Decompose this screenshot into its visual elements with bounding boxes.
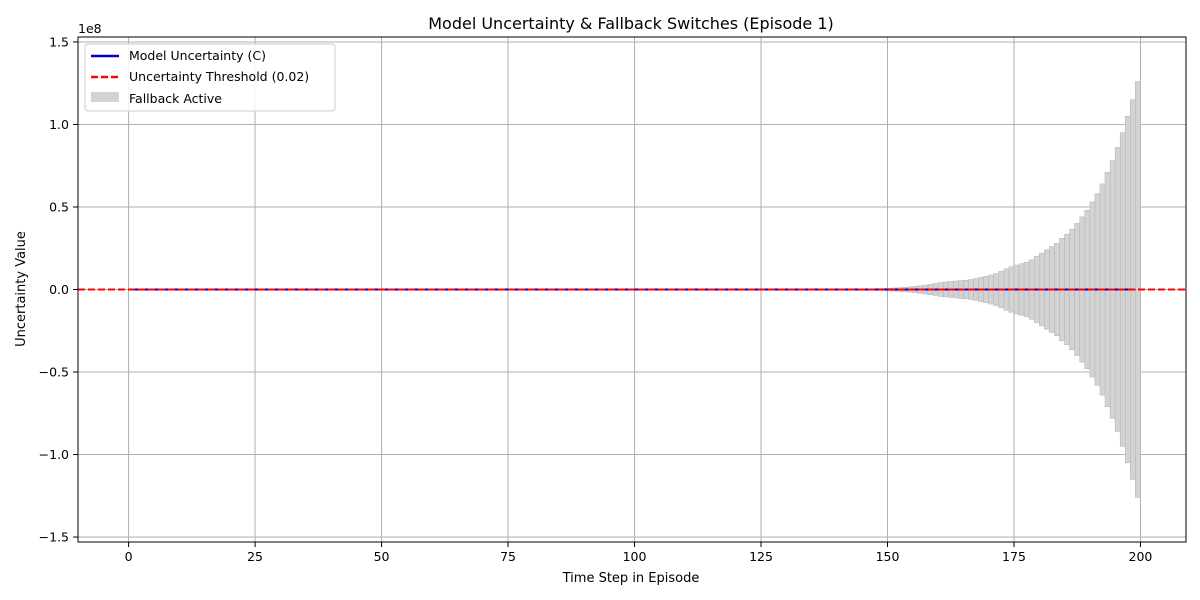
legend-swatch-fallback [91,92,119,102]
chart-title: Model Uncertainty & Fallback Switches (E… [428,14,834,33]
legend-box [84,43,336,112]
y-tick-label: 0.5 [49,199,69,214]
legend: Model Uncertainty (C) Uncertainty Thresh… [84,43,336,112]
y-tick-label: 0.0 [49,282,69,297]
axes [73,36,1187,547]
y-tick-label: 1.5 [49,34,69,49]
plot-frame [77,36,1187,543]
x-tick-label: 200 [1129,549,1153,564]
y-offset-label: 1e8 [78,21,102,36]
legend-label-uncertainty: Model Uncertainty (C) [129,48,266,63]
x-tick-label: 50 [374,549,390,564]
y-tick-label: −0.5 [39,365,69,380]
y-axis-label: Uncertainty Value [14,231,29,347]
x-tick-label: 150 [876,549,900,564]
x-tick-label: 175 [1002,549,1026,564]
y-tick-label: −1.0 [39,447,69,462]
y-tick-label: 1.0 [49,117,69,132]
x-tick-label: 100 [623,549,647,564]
tick-labels: 0 25 50 75 100 125 150 175 200 −1.5 −1.0 −0.5 0.0 0.5… [39,34,1153,564]
legend-label-fallback: Fallback Active [129,91,222,106]
x-tick-label: 25 [247,549,263,564]
x-tick-label: 75 [500,549,516,564]
y-tick-label: −1.5 [39,530,69,545]
x-tick-label: 0 [125,549,133,564]
x-axis-label: Time Step in Episode [562,571,700,586]
legend-label-threshold: Uncertainty Threshold (0.02) [129,69,309,84]
x-tick-label: 125 [749,549,773,564]
